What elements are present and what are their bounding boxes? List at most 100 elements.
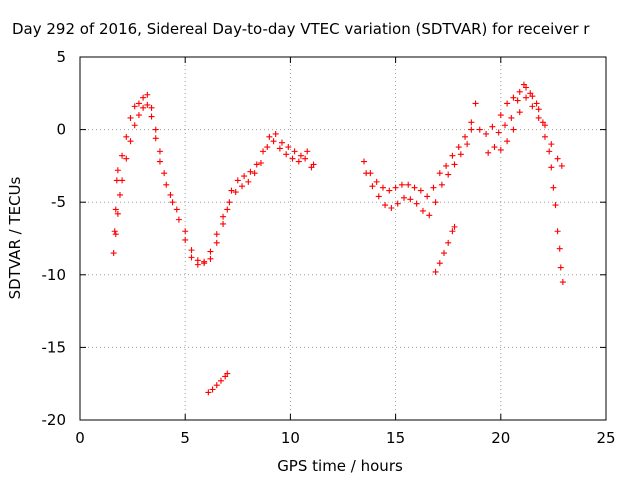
- data-point: [489, 123, 496, 130]
- data-point: [114, 210, 121, 217]
- data-point: [398, 181, 405, 188]
- data-point: [272, 130, 279, 137]
- data-point: [194, 261, 201, 268]
- data-point: [308, 164, 315, 171]
- data-point: [289, 155, 296, 162]
- data-point: [541, 122, 548, 129]
- data-point: [502, 122, 509, 129]
- data-point: [224, 206, 231, 213]
- data-point: [445, 171, 452, 178]
- data-point: [173, 206, 180, 213]
- data-point: [405, 181, 412, 188]
- x-tick-label: 20: [491, 429, 510, 447]
- data-point: [135, 100, 142, 107]
- data-point: [363, 170, 370, 177]
- data-point: [394, 200, 401, 207]
- data-point: [476, 126, 483, 133]
- data-point: [426, 212, 433, 219]
- data-point: [112, 206, 119, 213]
- data-point: [373, 178, 380, 185]
- data-point: [123, 155, 130, 162]
- data-point: [510, 126, 517, 133]
- data-point: [291, 148, 298, 155]
- data-point: [266, 133, 273, 140]
- data-point: [207, 248, 214, 255]
- x-tick-label: 0: [75, 429, 85, 447]
- data-point: [213, 239, 220, 246]
- data-point: [152, 135, 159, 142]
- data-point: [220, 213, 227, 220]
- data-point: [182, 228, 189, 235]
- data-point: [131, 122, 138, 129]
- data-point: [111, 228, 118, 235]
- data-point: [529, 103, 536, 110]
- data-point: [483, 130, 490, 137]
- data-point: [558, 162, 565, 169]
- data-point: [445, 239, 452, 246]
- data-point: [495, 129, 502, 136]
- data-point: [285, 144, 292, 151]
- data-point: [182, 236, 189, 243]
- data-point: [161, 170, 168, 177]
- data-point: [497, 146, 504, 153]
- data-point: [188, 247, 195, 254]
- data-point: [283, 151, 290, 158]
- x-tick-label: 10: [281, 429, 300, 447]
- data-point: [119, 177, 126, 184]
- data-point: [379, 184, 386, 191]
- data-point: [131, 103, 138, 110]
- data-point: [548, 141, 555, 148]
- data-point: [457, 151, 464, 158]
- data-point: [152, 126, 159, 133]
- data-point: [264, 144, 271, 151]
- data-point: [382, 202, 389, 209]
- data-point: [508, 114, 515, 121]
- data-point: [207, 255, 214, 262]
- data-point: [516, 109, 523, 116]
- data-point: [213, 382, 220, 389]
- data-point: [295, 158, 302, 165]
- data-point: [438, 181, 445, 188]
- data-point: [541, 133, 548, 140]
- y-tick-label: 5: [56, 48, 66, 66]
- data-point: [169, 199, 176, 206]
- grid-lines: [80, 57, 606, 420]
- data-point: [127, 114, 134, 121]
- data-point: [443, 162, 450, 169]
- data-point: [188, 254, 195, 261]
- data-point: [375, 193, 382, 200]
- data-point: [114, 167, 121, 174]
- data-point: [253, 161, 260, 168]
- data-point: [546, 148, 553, 155]
- data-point: [144, 101, 151, 108]
- data-point: [113, 177, 120, 184]
- data-point: [401, 194, 408, 201]
- data-point: [557, 264, 564, 271]
- data-point: [228, 187, 235, 194]
- data-point: [386, 187, 393, 194]
- data-point: [392, 184, 399, 191]
- data-point: [559, 279, 566, 286]
- data-point: [451, 161, 458, 168]
- data-point: [260, 148, 267, 155]
- data-point: [436, 170, 443, 177]
- data-point: [449, 152, 456, 159]
- y-tick-label: -20: [42, 411, 67, 429]
- data-point: [554, 228, 561, 235]
- data-point: [140, 104, 147, 111]
- data-point: [449, 228, 456, 235]
- data-point: [419, 207, 426, 214]
- data-point: [369, 183, 376, 190]
- data-point: [224, 370, 231, 377]
- data-point: [548, 164, 555, 171]
- x-axis-label: GPS time / hours: [277, 457, 403, 475]
- data-point: [112, 231, 119, 238]
- data-point: [239, 183, 246, 190]
- x-tick-label: 15: [386, 429, 405, 447]
- data-point: [523, 94, 530, 101]
- data-point: [485, 149, 492, 156]
- data-point: [430, 184, 437, 191]
- data-point: [156, 158, 163, 165]
- data-point: [533, 100, 540, 107]
